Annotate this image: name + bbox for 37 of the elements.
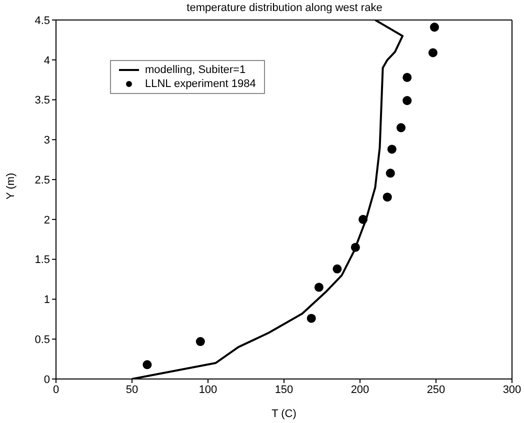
point <box>142 360 152 370</box>
point <box>314 282 324 292</box>
x-tick-label: 200 <box>350 384 370 396</box>
point <box>402 72 412 82</box>
x-tick-label: 50 <box>126 384 138 396</box>
point <box>387 144 396 154</box>
point <box>382 192 392 202</box>
y-tick-label: 3 <box>44 134 50 147</box>
point <box>402 96 412 106</box>
point <box>396 123 406 132</box>
x-tick-label: 150 <box>274 384 294 396</box>
y-tick-label: 3.5 <box>34 94 50 107</box>
y-tick-label: 0.5 <box>34 334 50 346</box>
legend-label: LLNL experiment 1984 <box>145 77 256 91</box>
point <box>358 214 368 224</box>
y-tick-label: 0 <box>44 374 50 386</box>
x-tick-label: 300 <box>502 384 522 396</box>
point <box>428 48 438 58</box>
y-tick-label: 4.5 <box>34 14 50 27</box>
y-tick-label: 2.5 <box>34 174 50 186</box>
point <box>306 314 316 323</box>
point <box>386 168 395 178</box>
point <box>430 22 439 32</box>
legend-label: modelling, Subiter=1 <box>145 63 246 77</box>
x-tick-label: 250 <box>426 384 446 396</box>
y-tick-label: 1.5 <box>34 254 50 266</box>
point <box>196 337 205 346</box>
chart-title: temperature distribution along west rake <box>186 2 384 14</box>
x-axis-title: T (C) <box>272 408 296 420</box>
y-axis-title: Y (m) <box>4 172 17 200</box>
y-tick-label: 2 <box>44 214 50 226</box>
point <box>350 242 360 252</box>
y-tick-label: 1 <box>44 294 50 306</box>
y-tick-label: 4 <box>44 54 50 67</box>
x-tick-label: 100 <box>198 384 218 396</box>
x-tick-label: 0 <box>52 384 60 396</box>
point <box>332 264 342 274</box>
